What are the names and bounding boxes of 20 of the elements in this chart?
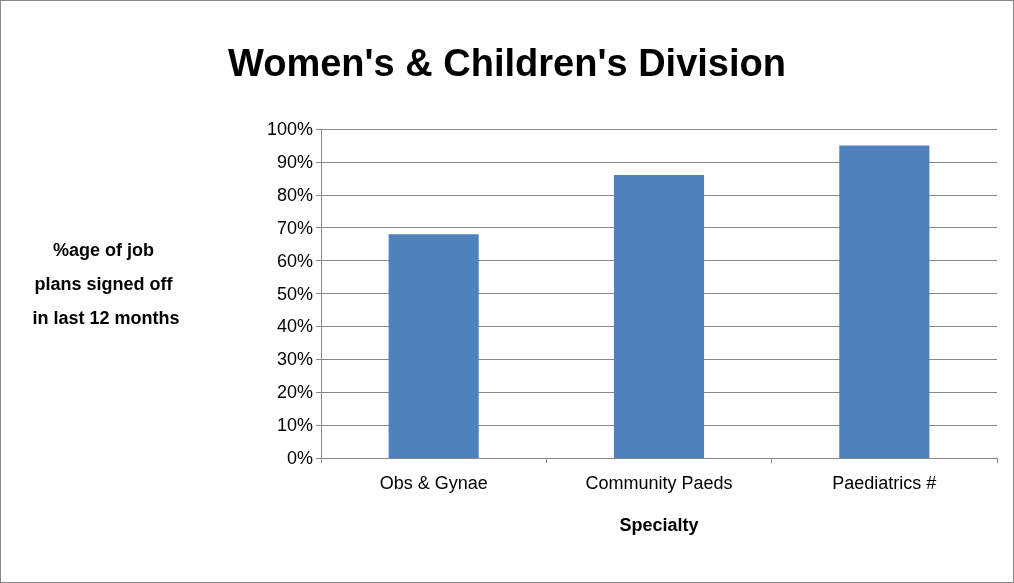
x-axis-title: Specialty bbox=[619, 515, 699, 535]
bar bbox=[839, 145, 930, 458]
y-tick-label: 100% bbox=[266, 119, 313, 139]
x-tick-label: Obs & Gynae bbox=[379, 473, 488, 493]
y-tick-label: 50% bbox=[276, 283, 313, 304]
y-tick-label: 70% bbox=[276, 217, 313, 238]
y-axis-title: %age of job plans signed off in last 12 months bbox=[32, 240, 180, 328]
y-tick-label: 0% bbox=[286, 448, 313, 468]
y-tick-label: 80% bbox=[276, 184, 313, 205]
y-tick-label: 20% bbox=[276, 382, 313, 403]
bar bbox=[613, 175, 705, 458]
y-tick-label: 40% bbox=[276, 316, 313, 337]
bar bbox=[388, 234, 479, 458]
y-tick-label: 10% bbox=[276, 415, 313, 436]
y-tick-label: 30% bbox=[276, 349, 313, 370]
x-tick-label: Community Paeds bbox=[585, 473, 733, 493]
y-tick-label: 60% bbox=[276, 250, 313, 271]
x-tick-label: Paediatrics # bbox=[832, 473, 937, 493]
chart-title: Women's & Children's Division bbox=[228, 42, 786, 84]
y-tick-label: 90% bbox=[276, 151, 313, 172]
